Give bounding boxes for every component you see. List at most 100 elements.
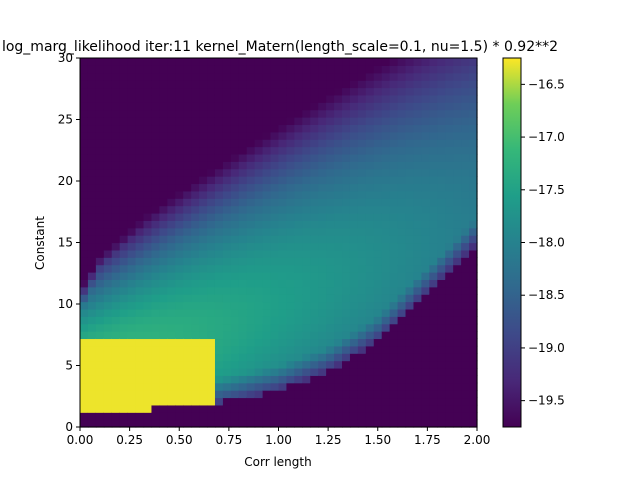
heatmap-cell <box>413 338 423 347</box>
heatmap-cell <box>469 161 478 170</box>
heatmap-cell <box>342 198 351 207</box>
heatmap-cell <box>342 301 351 310</box>
heatmap-cell <box>365 397 375 406</box>
heatmap-cell <box>230 279 240 288</box>
heatmap-cell <box>437 183 446 192</box>
heatmap-cell <box>246 131 256 140</box>
heatmap-cell <box>214 205 224 214</box>
heatmap-cell <box>397 419 407 428</box>
heatmap-cell <box>143 205 153 214</box>
heatmap-cell <box>191 257 200 266</box>
heatmap-cell <box>135 80 145 89</box>
heatmap-cell <box>254 390 264 399</box>
heatmap-cell <box>183 412 192 421</box>
heatmap-cell <box>95 308 105 317</box>
heatmap-cell <box>167 176 176 185</box>
heatmap-cell <box>405 235 415 244</box>
heatmap-cell <box>389 168 399 177</box>
heatmap-cell <box>230 308 240 317</box>
heatmap-cell <box>453 198 462 207</box>
heatmap-cell <box>294 168 303 177</box>
heatmap-cell <box>469 220 478 229</box>
heatmap-cell <box>453 109 462 118</box>
heatmap-cell <box>111 190 121 199</box>
heatmap-cell <box>405 367 415 376</box>
heatmap-cell <box>469 227 478 236</box>
heatmap-cell <box>207 242 216 251</box>
heatmap-cell <box>87 308 97 317</box>
heatmap-cell <box>342 146 351 155</box>
heatmap-cell <box>230 353 240 362</box>
heatmap-cell <box>199 153 208 162</box>
heatmap-cell <box>302 87 311 96</box>
heatmap-cell <box>310 257 319 266</box>
heatmap-cell <box>111 412 121 421</box>
heatmap-cell <box>207 338 216 347</box>
heatmap-cell <box>111 139 121 148</box>
heatmap-cell <box>437 102 446 111</box>
heatmap-cell <box>318 308 327 317</box>
heatmap-cell <box>389 360 399 369</box>
heatmap-cell <box>80 301 89 310</box>
heatmap-cell <box>238 65 248 74</box>
heatmap-cell <box>429 131 438 140</box>
heatmap-cell <box>119 404 129 413</box>
heatmap-cell <box>230 286 240 295</box>
heatmap-cell <box>135 257 145 266</box>
heatmap-cell <box>111 360 121 369</box>
heatmap-cell <box>270 353 280 362</box>
heatmap-cell <box>326 176 335 185</box>
heatmap-cell <box>191 168 200 177</box>
heatmap-cell <box>294 367 303 376</box>
heatmap-cell <box>254 117 264 126</box>
heatmap-cell <box>286 190 295 199</box>
heatmap-cell <box>127 227 137 236</box>
heatmap-cell <box>87 102 97 111</box>
heatmap-cell <box>461 124 470 133</box>
heatmap-cell <box>103 131 113 140</box>
heatmap-cell <box>207 375 216 384</box>
heatmap-cell <box>445 176 454 185</box>
heatmap-cell <box>151 109 160 118</box>
heatmap-cell <box>95 227 105 236</box>
heatmap-cell <box>342 397 351 406</box>
heatmap-cell <box>365 235 375 244</box>
heatmap-cell <box>389 190 399 199</box>
heatmap-cell <box>389 331 399 340</box>
heatmap-cell <box>167 367 176 376</box>
heatmap-cell <box>389 345 399 354</box>
heatmap-cell <box>183 87 192 96</box>
heatmap-cell <box>183 183 192 192</box>
heatmap-cell <box>80 272 89 280</box>
heatmap-cell <box>286 308 295 317</box>
heatmap-cell <box>183 242 192 251</box>
heatmap-cell <box>103 316 113 325</box>
heatmap-cell <box>469 87 478 96</box>
heatmap-cell <box>159 227 168 236</box>
heatmap-cell <box>111 294 121 303</box>
heatmap-cell <box>246 117 256 126</box>
heatmap-cell <box>461 176 470 185</box>
heatmap-cell <box>127 168 137 177</box>
heatmap-cell <box>246 338 256 347</box>
heatmap-cell <box>183 109 192 118</box>
heatmap-cell <box>222 227 232 236</box>
heatmap-cell <box>278 375 288 384</box>
heatmap-cell <box>238 161 248 170</box>
heatmap-cell <box>405 404 415 413</box>
heatmap-cell <box>294 242 303 251</box>
heatmap-cell <box>143 124 153 133</box>
heatmap-cell <box>80 404 89 413</box>
heatmap-cell <box>238 176 248 185</box>
heatmap-cell <box>365 412 375 421</box>
heatmap-cell <box>397 72 407 81</box>
heatmap-cell <box>199 235 208 244</box>
heatmap-cell <box>349 87 359 96</box>
heatmap-cell <box>135 72 145 81</box>
heatmap-cell <box>183 139 192 148</box>
heatmap-cell <box>191 308 200 317</box>
heatmap-cell <box>222 382 232 391</box>
heatmap-cell <box>469 286 478 295</box>
heatmap-cell <box>246 360 256 369</box>
